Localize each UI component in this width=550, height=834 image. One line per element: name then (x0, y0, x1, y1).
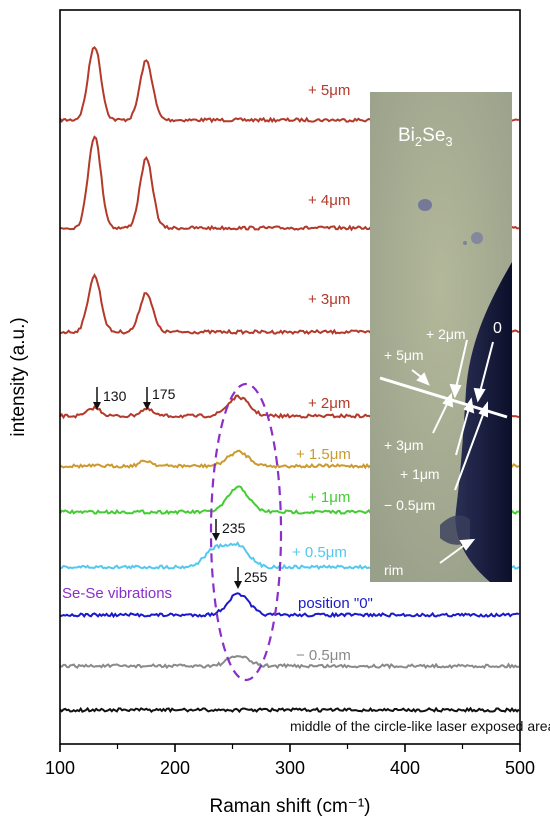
series-label-8: − 0.5μm (296, 647, 351, 664)
se-se-region-label: Se-Se vibrations (62, 585, 172, 602)
inset-rim-dark (440, 515, 470, 545)
x-axis-label: Raman shift (cm⁻¹) (210, 796, 371, 817)
peak-annotations (93, 387, 242, 589)
peak-label-235: 235 (222, 520, 246, 536)
peak-label-255: 255 (244, 569, 268, 585)
x-axis-ticks: 100 200 300 400 500 (45, 744, 535, 778)
inset-label-m05: − 0.5μm (384, 497, 435, 513)
inset-label-p5: + 5μm (384, 347, 424, 363)
inset-spot-2 (471, 232, 483, 244)
inset-arrows (411, 339, 494, 564)
inset-label-p1: + 1μm (400, 466, 440, 482)
series-label-4: + 1.5μm (296, 446, 351, 463)
inset-title: Bi2Se3 (398, 125, 453, 149)
series-label-5: + 1μm (308, 489, 350, 506)
inset-label-zero: 0 (493, 320, 502, 337)
series-labels: + 5μm + 4μm + 3μm + 2μm + 1.5μm + 1μm + 0.5μm p… (290, 82, 550, 734)
series-label-7: position "0" (298, 595, 373, 612)
se-se-region-ellipse (209, 382, 283, 682)
peak-label-130: 130 (103, 388, 127, 404)
inset-micrograph: Bi2Se3 0 + 2μm + 5μm + 3μm + 1μm (370, 92, 512, 582)
spectra (59, 46, 520, 714)
y-axis-label: intensity (a.u.) (8, 317, 29, 436)
peak-label-175: 175 (152, 386, 176, 402)
x-tick-label-200: 200 (160, 758, 190, 778)
spectrum-line-8 (59, 655, 520, 670)
inset-label-p3: + 3μm (384, 437, 424, 453)
inset-label-p2: + 2μm (426, 326, 466, 342)
series-label-0: + 5μm (308, 82, 350, 99)
x-tick-label-100: 100 (45, 758, 75, 778)
series-label-6: + 0.5μm (292, 544, 347, 561)
spectrum-line-9 (59, 706, 520, 714)
x-tick-label-400: 400 (390, 758, 420, 778)
inset-label-rim: rim (384, 562, 403, 578)
x-tick-label-500: 500 (505, 758, 535, 778)
inset-spot-3 (463, 241, 467, 245)
spectrum-line-7 (59, 592, 520, 619)
inset-labels: 0 + 2μm + 5μm + 3μm + 1μm − 0.5μm rim (384, 320, 502, 578)
x-tick-label-300: 300 (275, 758, 305, 778)
series-label-9: middle of the circle-like laser exposed … (290, 718, 550, 734)
series-label-3: + 2μm (308, 395, 350, 412)
inset-dark-region (455, 262, 512, 582)
inset-spot-1 (418, 199, 432, 211)
series-label-2: + 3μm (308, 291, 350, 308)
series-label-1: + 4μm (308, 192, 350, 209)
